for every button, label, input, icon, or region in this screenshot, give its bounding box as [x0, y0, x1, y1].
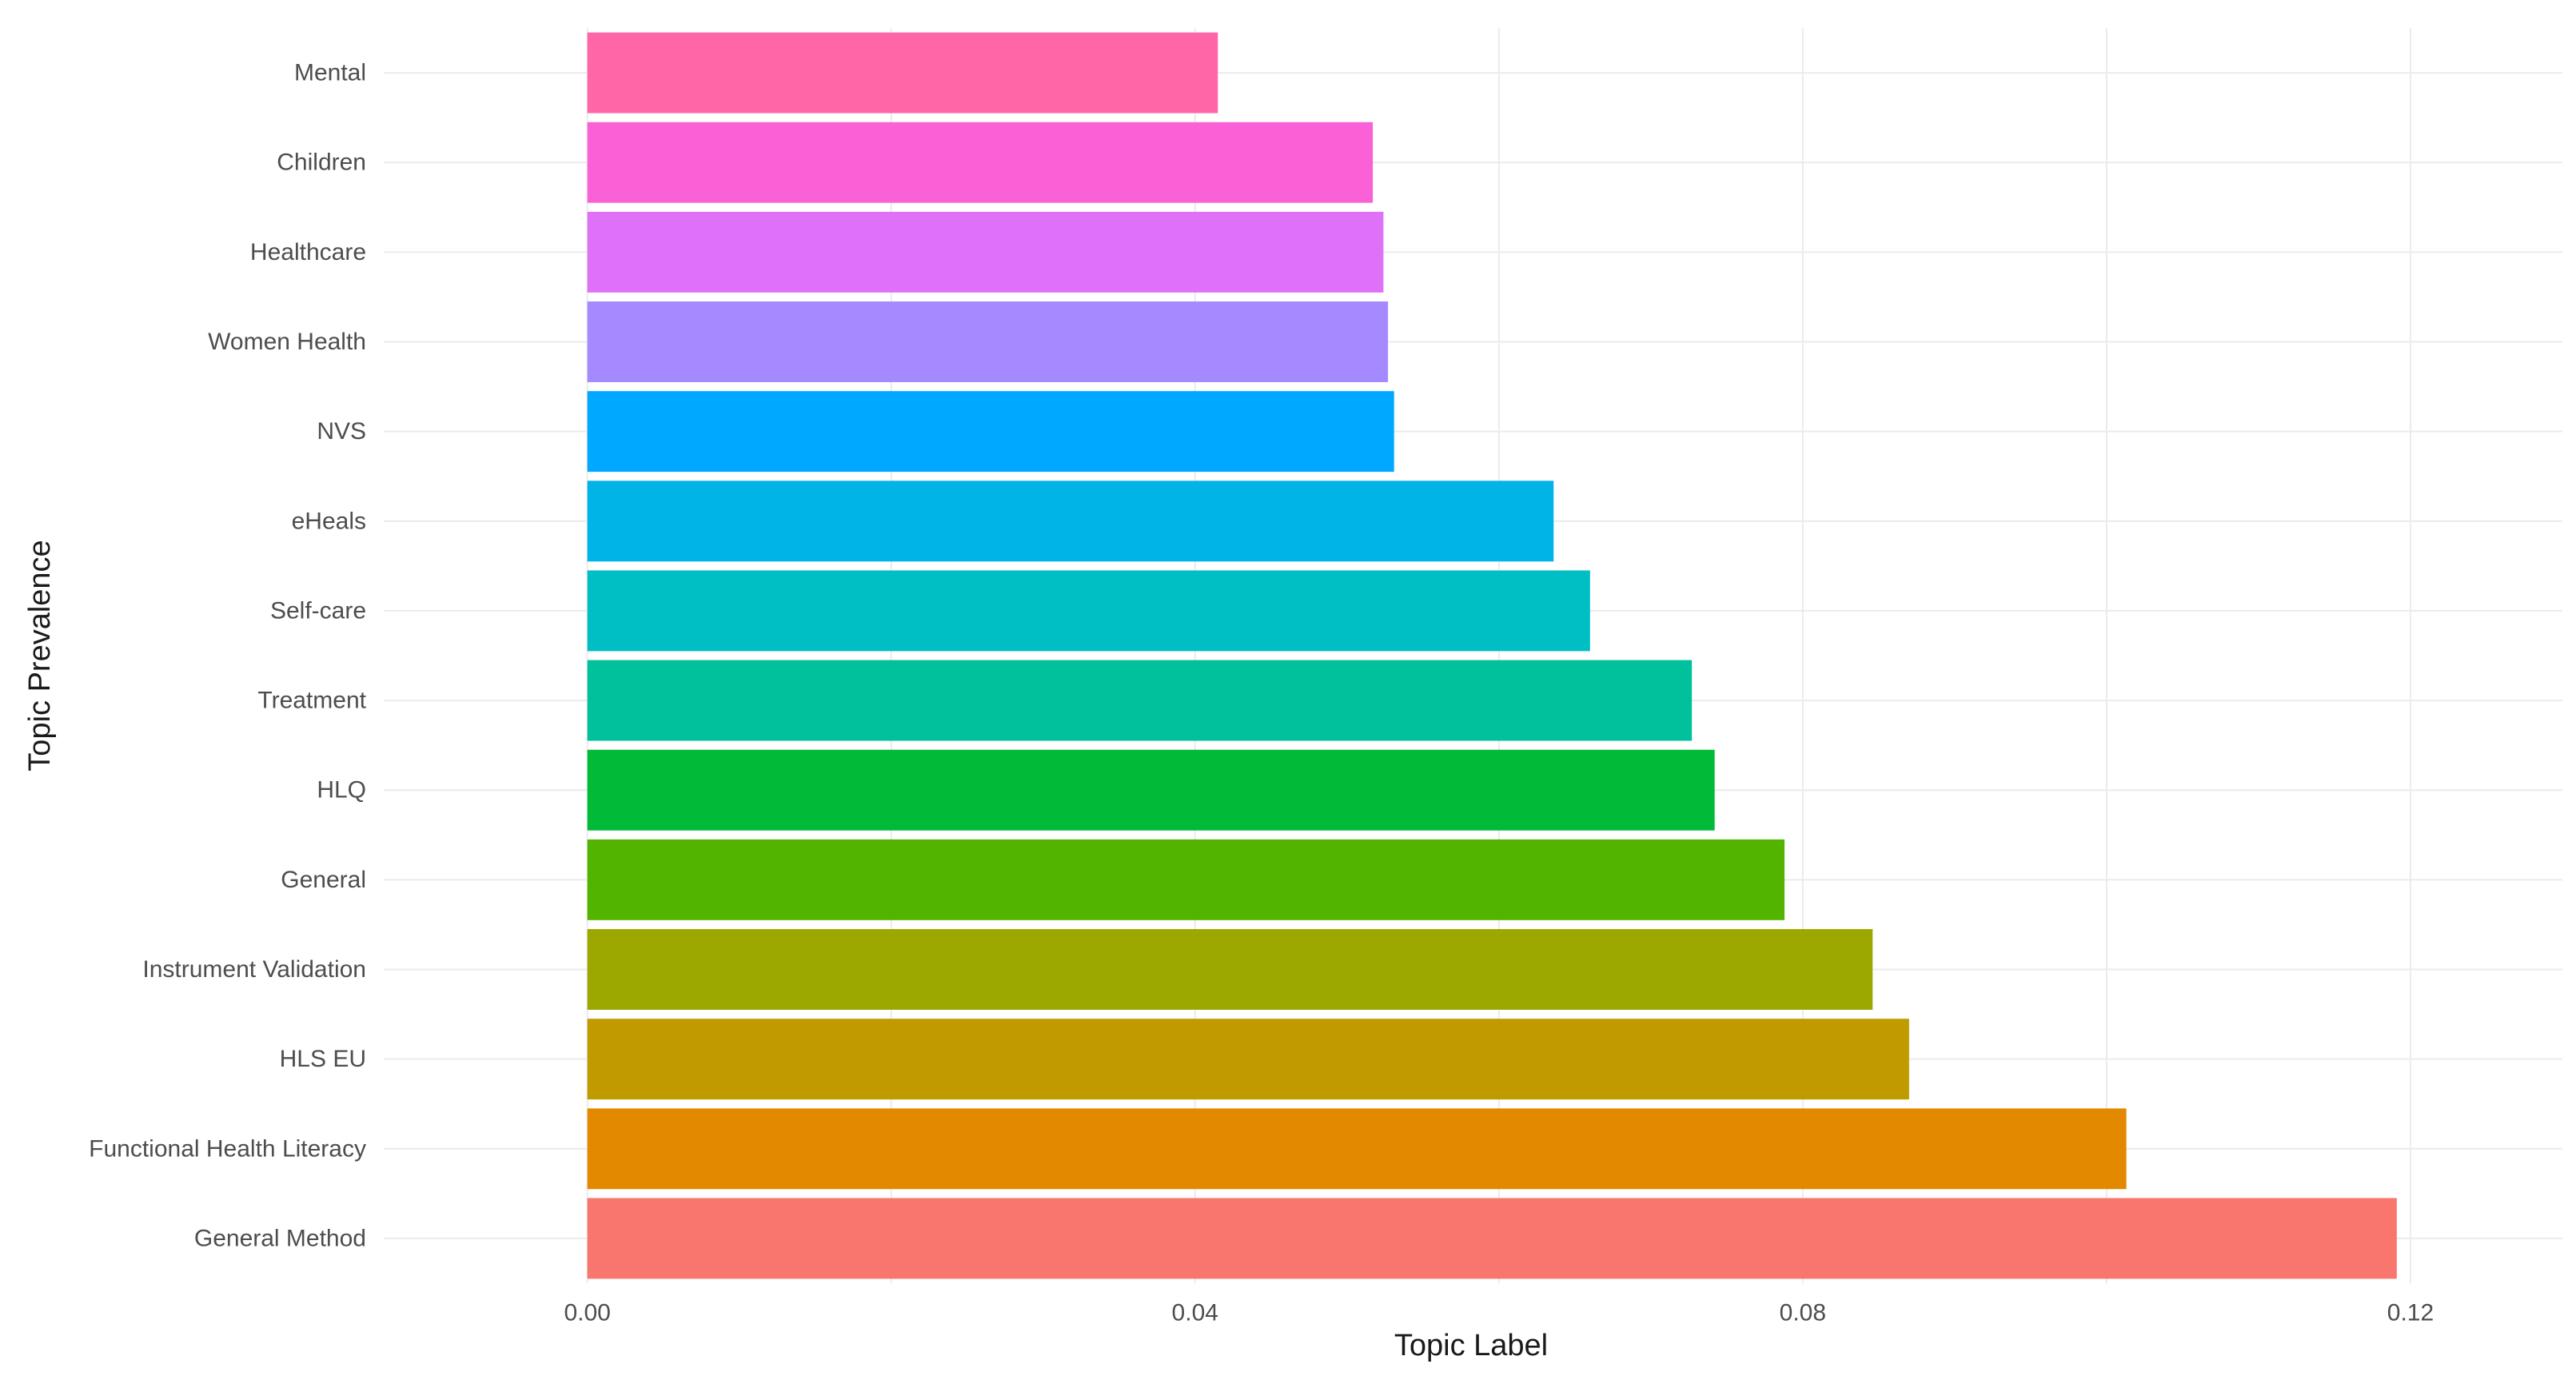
y-tick-label: Instrument Validation [142, 956, 366, 983]
bar-mental [587, 32, 1218, 114]
y-tick-label: HLS EU [280, 1046, 366, 1072]
y-axis-title: Topic Prevalence [23, 540, 57, 771]
bar-hlq [587, 749, 1715, 831]
y-tick-label: Healthcare [250, 239, 366, 265]
x-tick-label: 0.12 [2387, 1300, 2434, 1326]
bar-functional-health-literacy [587, 1108, 2127, 1190]
bar-general-method [587, 1198, 2397, 1279]
y-tick-label: eHeals [292, 508, 366, 534]
x-tick-label: 0.04 [1172, 1300, 1218, 1326]
x-axis-title: Topic Label [1394, 1329, 1548, 1362]
bar-eheals [587, 481, 1554, 562]
bar-instrument-validation [587, 929, 1873, 1010]
y-tick-label: General Method [194, 1225, 366, 1251]
y-tick-label: Self-care [270, 597, 366, 624]
y-tick-label: NVS [317, 418, 366, 445]
bar-children [587, 122, 1374, 203]
y-tick-label: Treatment [257, 688, 366, 714]
bar-women-health [587, 301, 1389, 382]
bar-healthcare [587, 211, 1384, 293]
x-tick-label: 0.00 [564, 1300, 610, 1326]
bar-self-care [587, 570, 1590, 652]
x-tick-labels: 0.00 0.04 0.08 0.12 [564, 1300, 2434, 1326]
y-tick-label: Mental [294, 60, 366, 86]
y-tick-label: Children [277, 150, 366, 176]
x-tick-label: 0.08 [1780, 1300, 1826, 1326]
bar-layer [587, 32, 2397, 1279]
y-tick-label: General [281, 867, 366, 893]
y-tick-labels: Mental Children Healthcare Women Health NVS e… [89, 60, 367, 1252]
bar-treatment [587, 660, 1693, 741]
y-tick-label: Women Health [208, 329, 366, 355]
y-tick-label: HLQ [317, 777, 366, 804]
y-tick-label: Functional Health Literacy [89, 1135, 366, 1162]
bar-nvs [587, 391, 1394, 473]
bar-hls-eu [587, 1019, 1909, 1100]
bar-general [587, 839, 1785, 920]
